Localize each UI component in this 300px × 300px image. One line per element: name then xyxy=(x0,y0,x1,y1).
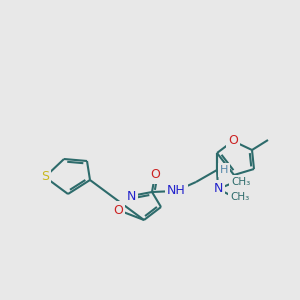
Text: CH₃: CH₃ xyxy=(231,177,250,187)
Text: H: H xyxy=(220,165,228,175)
Text: N: N xyxy=(126,190,136,202)
Text: O: O xyxy=(150,169,160,182)
Text: O: O xyxy=(228,134,238,148)
Text: NH: NH xyxy=(167,184,185,197)
Text: N: N xyxy=(213,182,223,196)
Text: S: S xyxy=(41,170,49,184)
Text: CH₃: CH₃ xyxy=(230,192,250,202)
Text: O: O xyxy=(113,203,123,217)
